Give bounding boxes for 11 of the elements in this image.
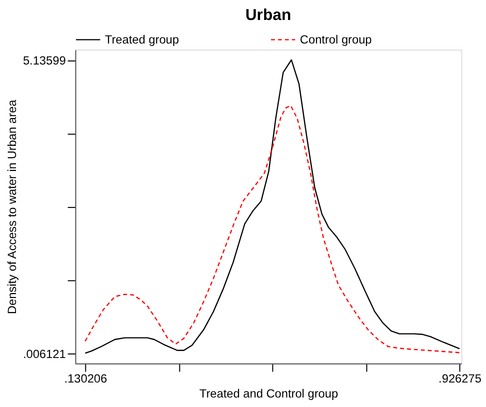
x-tick-label: .130206 [64, 372, 108, 386]
y-axis-title: Density of Access to water in Urban area [4, 99, 19, 314]
x-tick-label: .926275 [438, 372, 482, 386]
line-series [84, 59, 460, 354]
legend-label: Control group [300, 32, 372, 47]
y-tick-label: .006121 [22, 346, 66, 361]
x-axis-title: Treated and Control group [199, 386, 338, 400]
chart-title: Urban [245, 6, 292, 24]
legend-label: Treated group [104, 32, 180, 47]
y-tick-label: 5.13599 [22, 54, 66, 68]
line-series [84, 105, 460, 354]
